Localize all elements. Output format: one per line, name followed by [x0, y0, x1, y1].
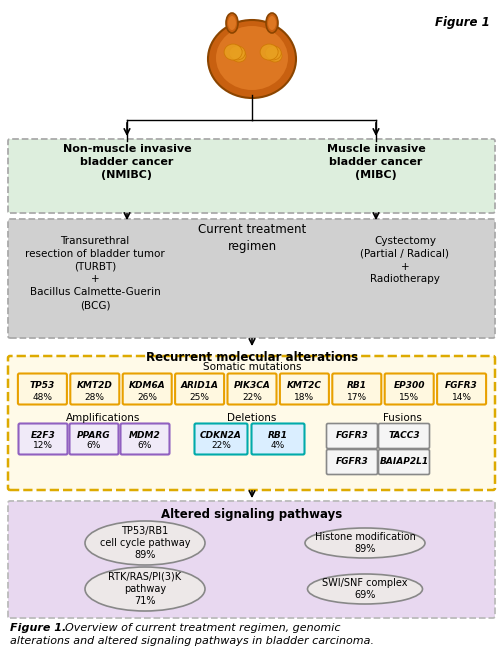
FancyBboxPatch shape	[326, 450, 377, 474]
Text: 28%: 28%	[85, 393, 105, 401]
Text: 12%: 12%	[33, 442, 53, 450]
Text: Somatic mutations: Somatic mutations	[203, 362, 301, 372]
Text: TACC3: TACC3	[388, 431, 420, 440]
Text: TP53/RB1
cell cycle pathway
89%: TP53/RB1 cell cycle pathway 89%	[100, 525, 190, 560]
Text: 6%: 6%	[87, 442, 101, 450]
Text: 48%: 48%	[32, 393, 52, 401]
Text: FGFR3: FGFR3	[336, 431, 368, 440]
FancyBboxPatch shape	[378, 450, 430, 474]
FancyBboxPatch shape	[70, 374, 119, 405]
Text: Non-muscle invasive
bladder cancer
(NMIBC): Non-muscle invasive bladder cancer (NMIB…	[63, 144, 191, 180]
Text: SWI/SNF complex
69%: SWI/SNF complex 69%	[322, 578, 408, 600]
FancyBboxPatch shape	[18, 374, 67, 405]
Text: FGFR3: FGFR3	[336, 458, 368, 466]
Text: alterations and altered signaling pathways in bladder carcinoma.: alterations and altered signaling pathwa…	[10, 636, 374, 646]
Text: 25%: 25%	[190, 393, 210, 401]
FancyBboxPatch shape	[437, 374, 486, 405]
Text: Cystectomy
(Partial / Radical)
+
Radiotherapy: Cystectomy (Partial / Radical) + Radioth…	[361, 236, 450, 285]
FancyBboxPatch shape	[252, 423, 304, 454]
Text: KMT2C: KMT2C	[287, 380, 322, 389]
Text: Muscle invasive
bladder cancer
(MIBC): Muscle invasive bladder cancer (MIBC)	[326, 144, 426, 180]
Ellipse shape	[208, 20, 296, 98]
Text: 15%: 15%	[399, 393, 420, 401]
Text: 6%: 6%	[138, 442, 152, 450]
Text: RTK/RAS/PI(3)K
pathway
71%: RTK/RAS/PI(3)K pathway 71%	[109, 572, 182, 607]
Ellipse shape	[85, 567, 205, 611]
Text: Recurrent molecular alterations: Recurrent molecular alterations	[146, 351, 358, 364]
Text: E2F3: E2F3	[31, 431, 55, 440]
FancyBboxPatch shape	[123, 374, 172, 405]
Text: FGFR3: FGFR3	[445, 380, 478, 389]
Ellipse shape	[268, 50, 282, 62]
FancyBboxPatch shape	[8, 356, 495, 490]
FancyBboxPatch shape	[227, 374, 277, 405]
Text: PIK3CA: PIK3CA	[233, 380, 271, 389]
Ellipse shape	[260, 44, 278, 60]
Text: KDM6A: KDM6A	[129, 380, 165, 389]
FancyBboxPatch shape	[280, 374, 329, 405]
Ellipse shape	[305, 528, 425, 558]
Text: CDKN2A: CDKN2A	[200, 431, 242, 440]
FancyBboxPatch shape	[332, 374, 381, 405]
FancyBboxPatch shape	[378, 423, 430, 448]
Text: KMT2D: KMT2D	[77, 380, 113, 389]
Text: Figure 1: Figure 1	[435, 16, 490, 29]
Ellipse shape	[268, 16, 276, 30]
Text: ARID1A: ARID1A	[181, 380, 219, 389]
Ellipse shape	[226, 13, 238, 33]
Text: 18%: 18%	[294, 393, 314, 401]
FancyBboxPatch shape	[175, 374, 224, 405]
Text: RB1: RB1	[268, 431, 288, 440]
FancyBboxPatch shape	[195, 423, 247, 454]
Ellipse shape	[216, 26, 288, 90]
Text: PPARG: PPARG	[77, 431, 111, 440]
FancyBboxPatch shape	[69, 423, 119, 454]
Text: EP300: EP300	[393, 380, 425, 389]
Text: 26%: 26%	[137, 393, 157, 401]
Text: Histone modification
89%: Histone modification 89%	[314, 532, 415, 554]
FancyBboxPatch shape	[121, 423, 170, 454]
Text: TP53: TP53	[30, 380, 55, 389]
Text: 22%: 22%	[242, 393, 262, 401]
Ellipse shape	[266, 13, 278, 33]
Text: Amplifications: Amplifications	[66, 413, 140, 423]
FancyBboxPatch shape	[385, 374, 434, 405]
Text: Deletions: Deletions	[227, 413, 277, 423]
Ellipse shape	[265, 46, 281, 60]
Text: 17%: 17%	[347, 393, 367, 401]
Text: 14%: 14%	[452, 393, 472, 401]
FancyBboxPatch shape	[8, 139, 495, 213]
Text: BAIAP2L1: BAIAP2L1	[379, 458, 429, 466]
Text: 22%: 22%	[211, 442, 231, 450]
Text: Transurethral
resection of bladder tumor
(TURBT)
+
Bacillus Calmette-Guerin
(BCG: Transurethral resection of bladder tumor…	[25, 236, 165, 310]
Text: Altered signaling pathways: Altered signaling pathways	[161, 508, 343, 521]
Text: RB1: RB1	[347, 380, 367, 389]
Text: MDM2: MDM2	[129, 431, 161, 440]
Text: Overview of current treatment regimen, genomic: Overview of current treatment regimen, g…	[58, 623, 341, 633]
FancyBboxPatch shape	[8, 219, 495, 338]
FancyBboxPatch shape	[326, 423, 377, 448]
Text: Fusions: Fusions	[383, 413, 422, 423]
FancyBboxPatch shape	[19, 423, 67, 454]
Ellipse shape	[232, 50, 246, 62]
FancyBboxPatch shape	[8, 501, 495, 618]
Text: 4%: 4%	[271, 442, 285, 450]
Text: Figure 1.: Figure 1.	[10, 623, 66, 633]
Ellipse shape	[85, 521, 205, 565]
Ellipse shape	[307, 574, 423, 604]
Ellipse shape	[224, 44, 242, 60]
Ellipse shape	[229, 46, 245, 60]
Ellipse shape	[228, 16, 236, 30]
Text: Current treatment
regimen: Current treatment regimen	[198, 223, 306, 253]
